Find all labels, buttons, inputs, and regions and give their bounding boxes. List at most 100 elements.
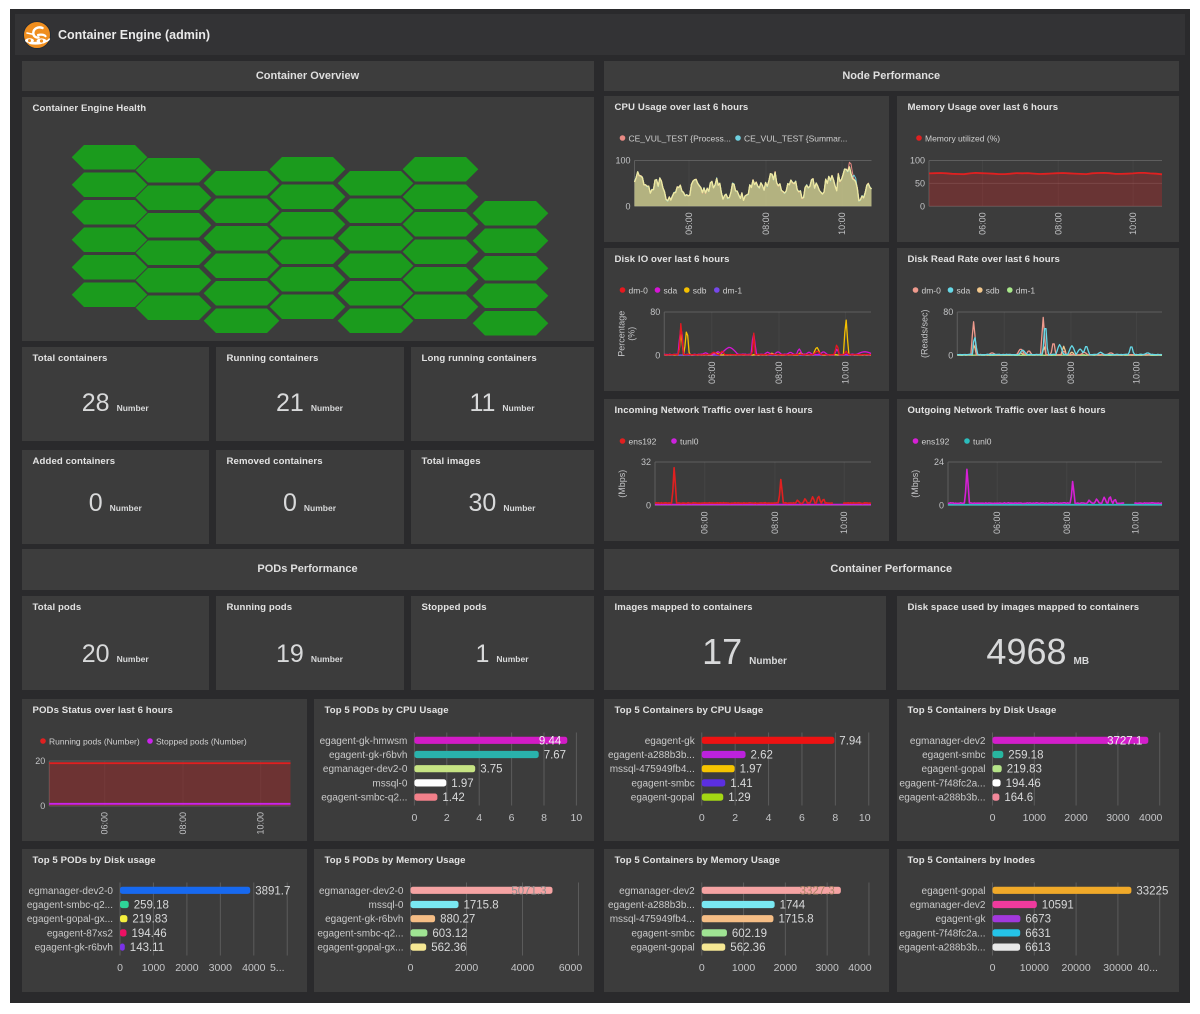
svg-text:sda: sda xyxy=(956,286,970,296)
svg-text:10:00: 10:00 xyxy=(1128,212,1138,235)
svg-text:egagent-gopal-gx...: egagent-gopal-gx... xyxy=(26,914,112,925)
svg-text:egagent-smbc-q2...: egagent-smbc-q2... xyxy=(317,928,403,939)
svg-text:0: 0 xyxy=(40,801,45,811)
svg-text:(Mbps): (Mbps) xyxy=(910,470,920,498)
svg-text:30000: 30000 xyxy=(1103,962,1132,974)
svg-text:egmanager-dev2: egmanager-dev2 xyxy=(909,900,985,911)
svg-text:1000: 1000 xyxy=(1022,812,1046,824)
svg-text:06:00: 06:00 xyxy=(977,212,987,235)
svg-text:40...: 40... xyxy=(1137,962,1157,974)
svg-text:880.27: 880.27 xyxy=(440,914,475,926)
svg-text:dm-1: dm-1 xyxy=(1015,286,1035,296)
svg-text:06:00: 06:00 xyxy=(699,512,709,535)
svg-text:10:00: 10:00 xyxy=(837,212,847,235)
svg-text:0: 0 xyxy=(938,501,943,511)
svg-text:24: 24 xyxy=(933,457,943,467)
svg-text:0: 0 xyxy=(698,962,704,974)
svg-text:6673: 6673 xyxy=(1025,914,1051,926)
svg-text:0: 0 xyxy=(407,962,413,974)
svg-text:egagent-a288b3b...: egagent-a288b3b... xyxy=(608,750,695,761)
svg-text:562.36: 562.36 xyxy=(431,942,466,954)
svg-text:10:00: 10:00 xyxy=(839,512,849,535)
svg-text:1715.8: 1715.8 xyxy=(463,900,498,912)
svg-text:egmanager-dev2: egmanager-dev2 xyxy=(619,886,695,897)
svg-text:Memory utilized (%): Memory utilized (%) xyxy=(925,134,1000,144)
svg-text:0: 0 xyxy=(411,812,417,824)
svg-text:0: 0 xyxy=(989,962,995,974)
svg-text:08:00: 08:00 xyxy=(178,812,188,835)
svg-text:1.97: 1.97 xyxy=(739,763,761,775)
svg-text:egmanager-dev2-0: egmanager-dev2-0 xyxy=(28,886,113,897)
svg-text:1.97: 1.97 xyxy=(451,777,473,789)
svg-text:08:00: 08:00 xyxy=(1061,512,1071,535)
svg-text:egagent-gopal: egagent-gopal xyxy=(630,943,694,954)
svg-text:egagent-gk-r6bvh: egagent-gk-r6bvh xyxy=(34,943,112,954)
svg-text:dm-0: dm-0 xyxy=(628,286,648,296)
svg-text:194.46: 194.46 xyxy=(131,928,166,940)
svg-text:egagent-gk-r6bvh: egagent-gk-r6bvh xyxy=(325,914,403,925)
svg-text:259.18: 259.18 xyxy=(133,900,168,912)
svg-text:1.42: 1.42 xyxy=(442,792,464,804)
svg-text:egagent-gk-r6bvh: egagent-gk-r6bvh xyxy=(329,750,407,761)
svg-text:10: 10 xyxy=(858,812,870,824)
svg-text:CE_VUL_TEST {Process...: CE_VUL_TEST {Process... xyxy=(628,134,730,144)
svg-text:7.67: 7.67 xyxy=(543,749,565,761)
svg-text:06:00: 06:00 xyxy=(999,362,1009,385)
svg-text:0: 0 xyxy=(625,201,630,211)
svg-text:33225: 33225 xyxy=(1136,885,1168,897)
svg-text:50: 50 xyxy=(914,178,924,188)
svg-text:2000: 2000 xyxy=(175,962,199,974)
svg-text:1744: 1744 xyxy=(779,900,805,912)
svg-text:tunl0: tunl0 xyxy=(680,437,699,447)
svg-text:0: 0 xyxy=(655,351,660,361)
svg-text:egagent-87xs2: egagent-87xs2 xyxy=(46,928,113,939)
svg-text:egagent-gk: egagent-gk xyxy=(935,914,986,925)
svg-text:egagent-gopal: egagent-gopal xyxy=(630,792,694,803)
svg-text:Percentage: Percentage xyxy=(616,311,626,357)
svg-text:562.36: 562.36 xyxy=(730,942,765,954)
svg-text:06:00: 06:00 xyxy=(992,512,1002,535)
svg-text:dm-1: dm-1 xyxy=(722,286,742,296)
svg-text:6631: 6631 xyxy=(1025,928,1051,940)
svg-text:mssql-475949fb4...: mssql-475949fb4... xyxy=(609,914,694,925)
svg-text:08:00: 08:00 xyxy=(769,512,779,535)
svg-text:egagent-a288b3b...: egagent-a288b3b... xyxy=(898,792,985,803)
svg-text:80: 80 xyxy=(650,307,660,317)
svg-text:egmanager-dev2-0: egmanager-dev2-0 xyxy=(319,886,404,897)
svg-text:egagent-7f48fc2a...: egagent-7f48fc2a... xyxy=(899,778,985,789)
svg-text:(Reads/sec): (Reads/sec) xyxy=(919,309,929,358)
svg-text:tunl0: tunl0 xyxy=(973,437,992,447)
svg-text:06:00: 06:00 xyxy=(99,812,109,835)
svg-text:10: 10 xyxy=(570,812,582,824)
svg-text:10000: 10000 xyxy=(1019,962,1048,974)
svg-text:10:00: 10:00 xyxy=(255,812,265,835)
svg-text:Running pods (Number): Running pods (Number) xyxy=(49,736,140,746)
svg-text:egagent-gopal-gx...: egagent-gopal-gx... xyxy=(317,943,403,954)
svg-text:6613: 6613 xyxy=(1025,942,1051,954)
svg-text:1.41: 1.41 xyxy=(730,777,752,789)
svg-text:sdb: sdb xyxy=(692,286,706,296)
svg-text:egagent-7f48fc2a...: egagent-7f48fc2a... xyxy=(899,928,985,939)
svg-text:6000: 6000 xyxy=(558,962,582,974)
svg-text:1000: 1000 xyxy=(141,962,165,974)
svg-text:4: 4 xyxy=(765,812,771,824)
svg-text:mssql-475949fb4...: mssql-475949fb4... xyxy=(609,764,694,775)
svg-text:Stopped pods (Number): Stopped pods (Number) xyxy=(156,736,247,746)
svg-text:2: 2 xyxy=(443,812,449,824)
svg-text:2: 2 xyxy=(732,812,738,824)
svg-text:10:00: 10:00 xyxy=(1130,512,1140,535)
svg-text:3.75: 3.75 xyxy=(480,763,502,775)
svg-text:2000: 2000 xyxy=(773,962,797,974)
svg-text:sda: sda xyxy=(663,286,677,296)
svg-text:603.12: 603.12 xyxy=(432,928,467,940)
svg-text:egagent-a288b3b...: egagent-a288b3b... xyxy=(898,943,985,954)
svg-text:06:00: 06:00 xyxy=(706,362,716,385)
svg-text:sdb: sdb xyxy=(985,286,999,296)
svg-text:10591: 10591 xyxy=(1041,900,1073,912)
svg-text:5071.3: 5071.3 xyxy=(511,885,546,897)
svg-text:egagent-smbc-q2...: egagent-smbc-q2... xyxy=(321,792,407,803)
svg-text:egagent-smbc: egagent-smbc xyxy=(922,750,985,761)
svg-text:164.6: 164.6 xyxy=(1004,792,1033,804)
svg-text:2.62: 2.62 xyxy=(750,749,772,761)
svg-text:1715.8: 1715.8 xyxy=(778,914,813,926)
